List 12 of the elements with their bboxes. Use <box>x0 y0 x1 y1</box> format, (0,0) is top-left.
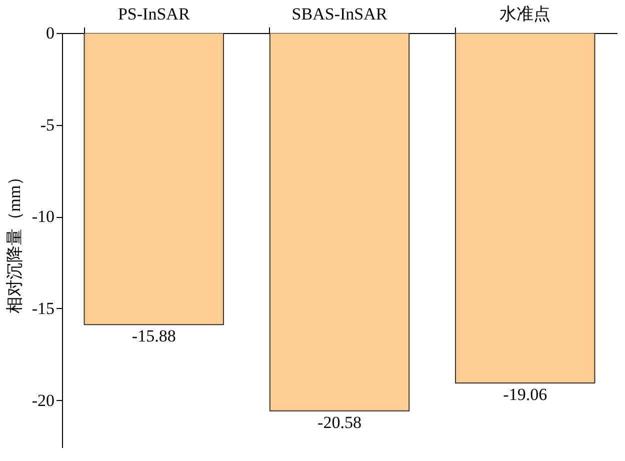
data-label: -19.06 <box>503 384 548 404</box>
y-tick-label: -20 <box>32 390 54 410</box>
y-tick-label: -5 <box>40 115 54 134</box>
x-tick-label: 水准点 <box>500 4 551 24</box>
y-tick-label: 0 <box>46 24 54 42</box>
data-label: -15.88 <box>132 326 176 346</box>
x-tick-label: PS-InSAR <box>118 4 190 24</box>
y-tick-label: -10 <box>32 207 54 226</box>
y-axis-title: 相对沉降量（mm） <box>4 168 24 314</box>
data-label: -20.58 <box>318 412 362 432</box>
x-tick-label: SBAS-InSAR <box>292 4 388 24</box>
y-tick-label: -15 <box>32 298 54 318</box>
